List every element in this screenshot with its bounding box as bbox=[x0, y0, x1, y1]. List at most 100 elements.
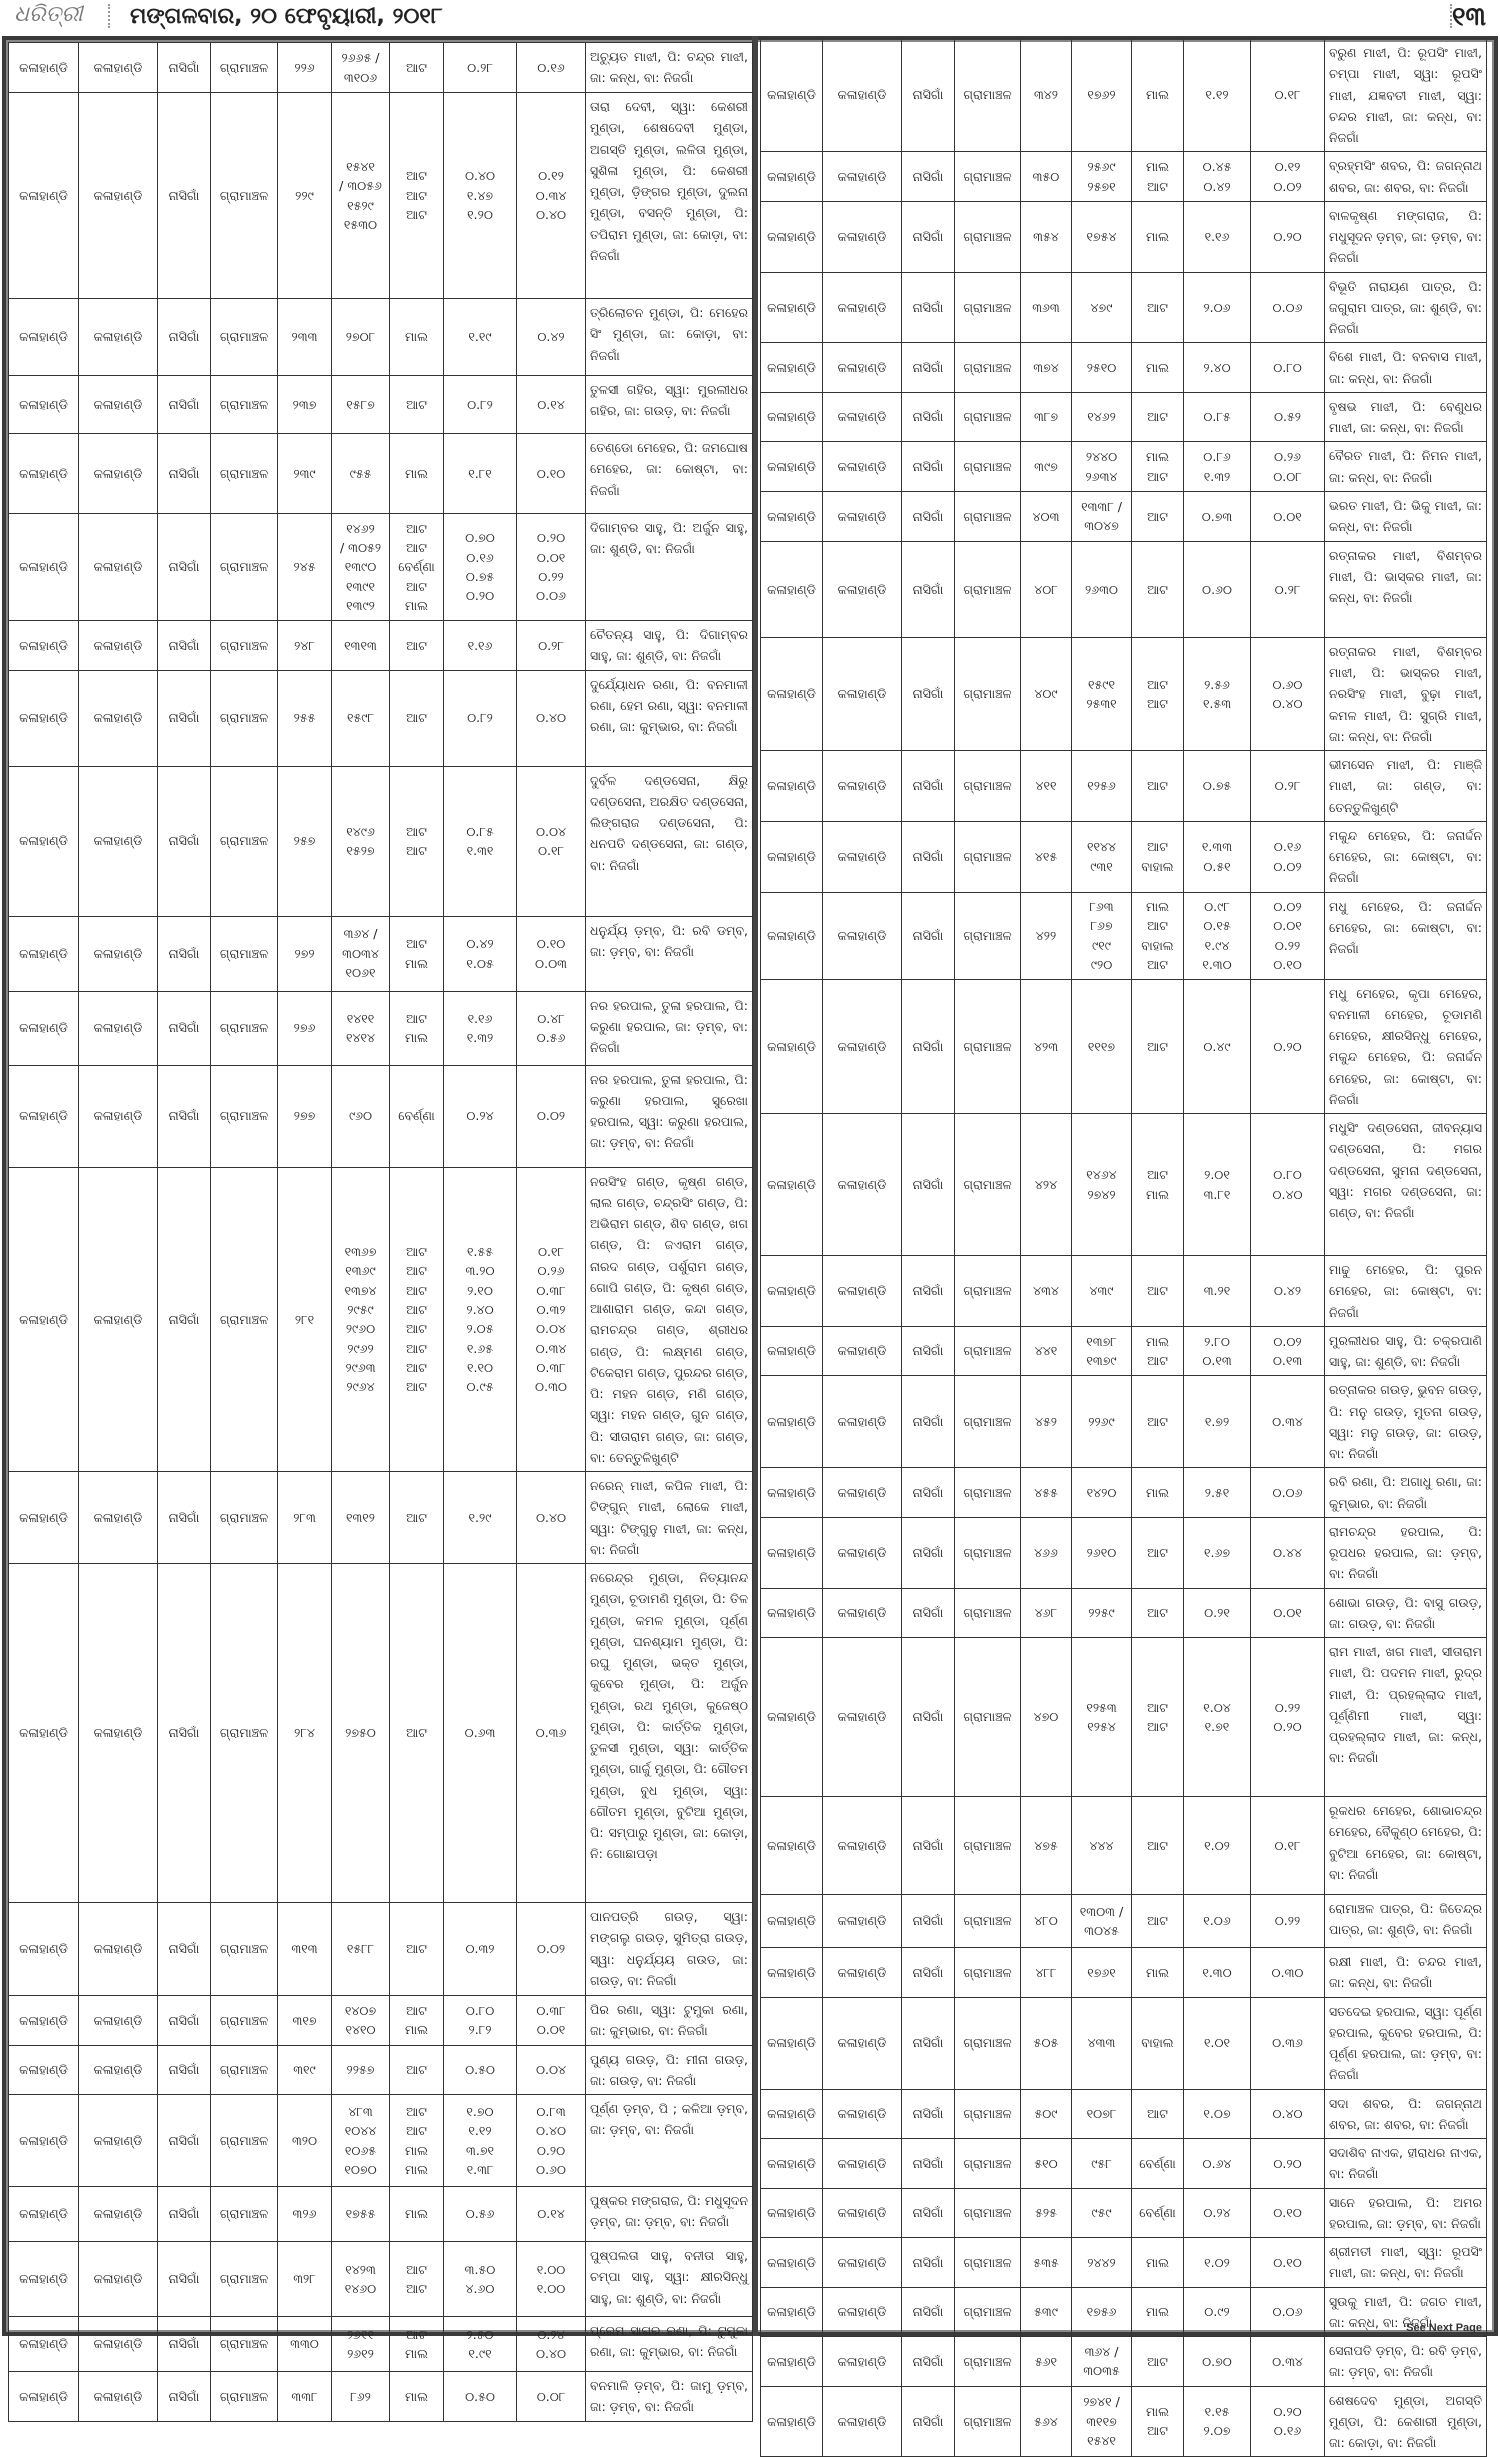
area-cell: ୨.୦୧ ୩.୮୧ bbox=[1183, 1113, 1251, 1256]
khata-cell: ୨୫୫ bbox=[277, 669, 332, 767]
tehsil-cell: ନାସିଗାଁ bbox=[901, 1255, 955, 1327]
owner-names-cell: ପୂର୍ଣ୍ଣ ଡ଼ମ୍ବ, ପି ; କଳିଆ ଡ଼ମ୍ବ, ଜା: ଡ଼ମ୍… bbox=[585, 2094, 753, 2187]
mouza-cell: ଗ୍ରାମାଞ୍ଚଳ bbox=[210, 2371, 278, 2422]
acquired-area-cell: ୦.୩୪ bbox=[1250, 1375, 1325, 1469]
tehsil-cell: ନାସିଗାଁ bbox=[901, 441, 955, 492]
owner-names-cell: ଶେଷଦେବ ମୁଣ୍ଡା, ଅଗସ୍ତି ମୁଣ୍ଡା, ପି: କେଶାରୀ… bbox=[1324, 2385, 1487, 2457]
kisam-cell: ଆଟ bbox=[389, 1902, 444, 1996]
owner-names-cell: ପୁଣ୍ୟ ଗଉଡ଼, ପି: ମୀନା ଗଉଡ଼, ଜା: ଗଉଡ଼, ବା:… bbox=[585, 2044, 753, 2095]
tehsil-cell: ନାସିଗାଁ bbox=[901, 2336, 955, 2387]
plot-cell: ୧୧୧୭ bbox=[1071, 978, 1132, 1114]
district-cell: କଳାହାଣ୍ଡି bbox=[760, 1637, 823, 1797]
plot-cell: ୧୫୮୭ bbox=[331, 375, 390, 434]
table-row: କଳାହାଣ୍ଡି କଳାହାଣ୍ଡି ନାସିଗାଁ ଗ୍ରାମାଞ୍ଚଳ ୨୮୪ ୨୭… bbox=[8, 1563, 753, 1903]
tehsil-cell: ନାସିଗାଁ bbox=[157, 1563, 211, 1903]
mouza-cell: ଗ୍ରାମାଞ୍ଚଳ bbox=[954, 200, 1021, 273]
district-cell: କଳାହାଣ୍ଡି bbox=[8, 2316, 79, 2372]
district2-cell: କଳାହାଣ୍ଡି bbox=[78, 669, 158, 767]
district2-cell: କଳାହାଣ୍ଡି bbox=[822, 2286, 902, 2337]
acquired-area-cell: ୦.୮୩ ୦.୪୦ ୦.୨୦ ୦.୬୦ bbox=[516, 2094, 586, 2187]
khata-cell: ୨୮୪ bbox=[277, 1563, 332, 1903]
acquired-area-cell: ୦.୩୮ ୦.୦୧ bbox=[516, 1995, 586, 2046]
khata-cell: ୪୮୦ bbox=[1020, 1894, 1072, 1948]
table-row: କଳାହାଣ୍ଡି କଳାହାଣ୍ଡି ନାସିଗାଁ ଗ୍ରାମାଞ୍ଚଳ ୫୧୦ ୯୫… bbox=[760, 2138, 1487, 2189]
plot-cell: ୧୪୨୩ ୧୪୬୦ bbox=[331, 2241, 390, 2317]
district2-cell: କଳାହାଣ୍ଡି bbox=[78, 915, 158, 992]
owner-names-cell: ଶ୍ରୀମତୀ ମାଝୀ, ସ୍ୱା: ରୂପସିଂ ମାଝୀ, ଜା: କନ୍… bbox=[1324, 2237, 1487, 2288]
mouza-cell: ଗ୍ରାମାଞ୍ଚଳ bbox=[210, 990, 278, 1066]
kisam-cell: ଆଟ bbox=[389, 1471, 444, 1564]
acquired-area-cell: ୦.୩୬ bbox=[516, 1563, 586, 1903]
mouza-cell: ଗ୍ରାମାଞ୍ଚଳ bbox=[954, 2088, 1021, 2139]
plot-cell: ୧୭୬୧ bbox=[1071, 1947, 1132, 1998]
acquired-area-cell: ୦.୪୨ bbox=[1250, 1255, 1325, 1327]
kisam-cell: ଆଟ ଆଟ ଆଟ ଆଟ ଆଟ ଆଟ ଆଟ ଆଟ bbox=[389, 1166, 444, 1472]
owner-names-cell: ପାନପତ୍ରି ଗଉଡ଼, ସ୍ୱା: ମଙ୍ଗଲୁ ଗଉଡ଼, ସୁମିତ୍… bbox=[585, 1902, 753, 1996]
owner-names-cell: ତାରା ଦେବୀ, ସ୍ୱା: କେଶରୀ ମୁଣ୍ଡା, ଶେଷଦେବୀ ମ… bbox=[585, 92, 753, 299]
khata-cell: ୩୨୮ bbox=[277, 2241, 332, 2317]
khata-cell: ୫୩୯ bbox=[1020, 2286, 1072, 2337]
table-row: କଳାହାଣ୍ଡି କଳାହାଣ୍ଡି ନାସିଗାଁ ଗ୍ରାମାଞ୍ଚଳ ୪୩୪ ୪୩… bbox=[760, 1255, 1487, 1327]
kisam-cell: ଆଟ bbox=[389, 1563, 444, 1903]
khata-cell: ୫୬୧ bbox=[1020, 2336, 1072, 2387]
district2-cell: କଳାହାଣ୍ଡି bbox=[78, 2316, 158, 2372]
mouza-cell: ଗ୍ରାମାଞ୍ଚଳ bbox=[210, 1902, 278, 1996]
plot-cell: ୧୩୭୮ ୧୩୭୯ bbox=[1071, 1325, 1132, 1377]
district-cell: କଳାହାଣ୍ଡି bbox=[760, 1947, 823, 1998]
mouza-cell: ଗ୍ରାମାଞ୍ଚଳ bbox=[954, 342, 1021, 393]
mouza-cell: ଗ୍ରାମାଞ୍ଚଳ bbox=[210, 1166, 278, 1472]
plot-cell: ୧୩୧୨ bbox=[331, 1471, 390, 1564]
acquired-area-cell: ୦.୧୦ bbox=[1250, 2187, 1325, 2238]
table-row: କଳାହାଣ୍ଡି କଳାହାଣ୍ଡି ନାସିଗାଁ ଗ୍ରାମାଞ୍ଚଳ ୨୩୭ ୧୫… bbox=[8, 375, 753, 434]
owner-names-cell: ଦୁର୍ବଳ ଦଣ୍ଡସେନା, କ୍ଷିରୁ ଦଣ୍ଡସେନା, ଅରକ୍ଷି… bbox=[585, 765, 753, 917]
acquired-area-cell: ୦.୪୦ bbox=[516, 669, 586, 767]
tehsil-cell: ନାସିଗାଁ bbox=[157, 92, 211, 299]
acquired-area-cell: ୦.୦୪ bbox=[516, 2044, 586, 2095]
area-cell: ୦.୯୮ ୦.୧୫ ୧.୯୪ ୧.୩୦ bbox=[1183, 891, 1251, 980]
owner-names-cell: ସଦା ଶବର, ପି: ଜଗନ୍ନାଥ ଶବର, ଜା: ଶବର, ବା: ନ… bbox=[1324, 2088, 1487, 2139]
plot-cell: ୮୬୩ ୮୬୭ ୯୧୯ ୯୨୦ bbox=[1071, 891, 1132, 980]
district2-cell: କଳାହାଣ୍ଡି bbox=[822, 1375, 902, 1469]
plot-cell: ୪୮୩ ୧୦୪୪ ୧୦୬୫ ୧୦୭୦ bbox=[331, 2094, 390, 2187]
table-row: କଳାହାଣ୍ଡି କଳାହାଣ୍ଡି ନାସିଗାଁ ଗ୍ରାମାଞ୍ଚଳ ୨୩୩ ୨୭… bbox=[8, 298, 753, 376]
district-cell: କଳାହାଣ୍ଡି bbox=[8, 1995, 79, 2046]
district2-cell: କଳାହାଣ୍ଡି bbox=[822, 978, 902, 1114]
district2-cell: କଳାହାଣ୍ଡି bbox=[822, 1637, 902, 1797]
plot-cell: ୨୬୬୫ / ୩୧୦୬ bbox=[331, 42, 390, 93]
table-row: କଳାହାଣ୍ଡି କଳାହାଣ୍ଡି ନାସିଗାଁ ଗ୍ରାମାଞ୍ଚଳ ୫୨୫ ୯୫… bbox=[760, 2187, 1487, 2238]
mouza-cell: ଗ୍ରାମାଞ୍ଚଳ bbox=[954, 1947, 1021, 1998]
district-cell: କଳାହାଣ୍ଡି bbox=[8, 620, 79, 671]
acquired-area-cell: ୦.୦୨ bbox=[516, 1902, 586, 1996]
kisam-cell: ମାଲ ଆଟ bbox=[1131, 441, 1184, 492]
tehsil-cell: ନାସିଗାଁ bbox=[901, 1996, 955, 2090]
kisam-cell: ଆଟ bbox=[1131, 1516, 1184, 1589]
area-cell: ୦.୯୨ bbox=[1183, 2286, 1251, 2337]
district2-cell: କଳାହାଣ୍ଡି bbox=[78, 620, 158, 671]
tehsil-cell: ନାସିଗାଁ bbox=[157, 915, 211, 992]
table-row: କଳାହାଣ୍ଡି କଳାହାଣ୍ଡି ନାସିଗାଁ ଗ୍ରାମାଞ୍ଚଳ ୪୮୦ ୧୩… bbox=[760, 1894, 1487, 1948]
kisam-cell: ବେର୍ଣ୍ଣା bbox=[1131, 2138, 1184, 2189]
kisam-cell: ଆଟ bbox=[1131, 1375, 1184, 1469]
area-cell: ୦.୭୫ bbox=[1183, 750, 1251, 822]
district-cell: କଳାହାଣ୍ଡି bbox=[8, 433, 79, 514]
owner-names-cell: ବାଳକୃଷ୍ଣ ମଙ୍ଗରାଜ, ପି: ମଧୁସୂଦନ ଡ଼ମ୍ବ, ଜା:… bbox=[1324, 200, 1487, 273]
district2-cell: କଳାହାଣ୍ଡି bbox=[822, 1467, 902, 1518]
plot-cell: ୧୪୯୬ ୧୫୨୭ bbox=[331, 765, 390, 917]
area-cell: ୨.୫୧ bbox=[1183, 1467, 1251, 1518]
mouza-cell: ଗ୍ରାମାଞ୍ଚଳ bbox=[954, 540, 1021, 638]
owner-names-cell: ଭୀମସେନ ମାଝୀ, ପି: ମାଞ୍ଜି ମାଝୀ, ଜା: ଗଣ୍ଡ, … bbox=[1324, 750, 1487, 822]
owner-names-cell: ରକ୍ଷୀ ମାଝୀ, ପି: ଚନ୍ଦର ମାଝୀ, ଜା: କନ୍ଧ, ବା… bbox=[1324, 1947, 1487, 1998]
area-cell: ୧.୭୨ bbox=[1183, 1375, 1251, 1469]
plot-cell: ୧୪୬୨ / ୩୦୫୨ ୧୩୯୦ ୧୩୯୧ ୧୩୯୨ bbox=[331, 513, 390, 621]
khata-cell: ୪୨୨ bbox=[1020, 891, 1072, 980]
mouza-cell: ଗ୍ରାମାଞ୍ଚଳ bbox=[954, 271, 1021, 344]
tehsil-cell: ନାସିଗାଁ bbox=[901, 750, 955, 822]
mouza-cell: ଗ୍ରାମାଞ୍ଚଳ bbox=[210, 669, 278, 767]
area-cell: ୧.୦୪ ୧.୭୧ bbox=[1183, 1637, 1251, 1797]
kisam-cell: ଆଟ bbox=[1131, 2336, 1184, 2387]
district-cell: କଳାହାଣ୍ଡି bbox=[8, 42, 79, 93]
area-cell: ୧.୧୫ ୨.୦୭ bbox=[1183, 2385, 1251, 2457]
kisam-cell: ଆଟ bbox=[389, 2044, 444, 2095]
plot-cell: ୪୭୯ bbox=[1071, 271, 1132, 344]
plot-cell: ୯୬୦ bbox=[331, 1064, 390, 1168]
